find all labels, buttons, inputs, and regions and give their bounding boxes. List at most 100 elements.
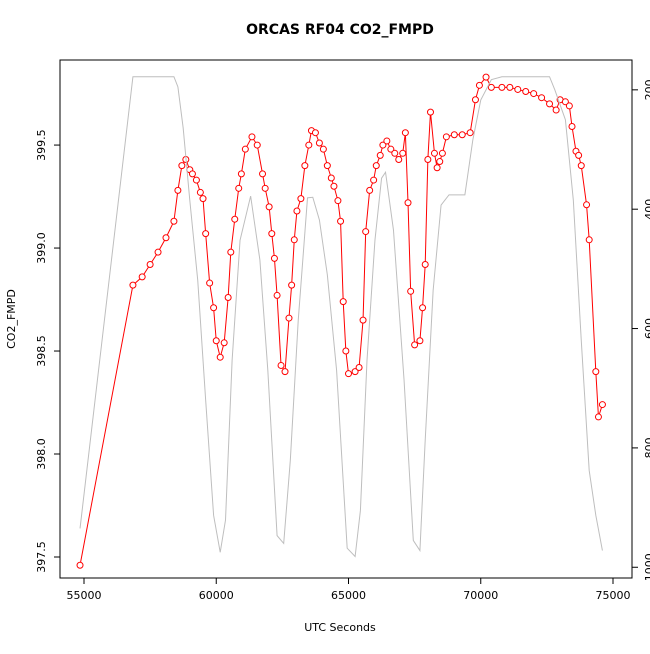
data-point [162, 234, 170, 242]
data-point [391, 149, 399, 157]
data-point [482, 73, 490, 81]
data-point [261, 184, 269, 192]
data-point [231, 215, 239, 223]
data-point [273, 291, 281, 299]
data-point [568, 123, 576, 131]
x-tick-label: 60000 [199, 589, 234, 602]
data-point [362, 228, 370, 236]
data-point [433, 164, 441, 172]
data-point [592, 368, 600, 376]
y2-tick-label: 800 [643, 437, 650, 458]
data-point [498, 83, 506, 91]
data-point [419, 304, 427, 312]
data-point [199, 195, 207, 203]
data-point [372, 162, 380, 170]
data-point [178, 162, 186, 170]
data-point [565, 102, 573, 110]
data-point [426, 108, 434, 116]
data-line [79, 76, 603, 566]
data-point [196, 188, 204, 196]
data-point [277, 361, 285, 369]
data-point [206, 279, 214, 287]
plot-frame [59, 59, 633, 579]
data-point [337, 217, 345, 225]
data-point [293, 207, 301, 215]
data-point [241, 145, 249, 153]
data-point [265, 203, 273, 211]
data-point [290, 236, 298, 244]
data-point [411, 341, 419, 349]
data-point [436, 158, 444, 166]
y-tick-label: 398.0 [35, 438, 48, 470]
data-point [170, 217, 178, 225]
x-tick-label: 70000 [463, 589, 498, 602]
y2-tick-label: 1000 [643, 553, 650, 581]
x-tick-label: 75000 [596, 589, 631, 602]
y2-tick-label: 600 [643, 318, 650, 339]
data-point [387, 145, 395, 153]
chart-title: ORCAS RF04 CO2_FMPD [246, 22, 434, 38]
data-point [270, 254, 278, 262]
data-point [305, 141, 313, 149]
data-point [575, 151, 583, 159]
data-point [438, 149, 446, 157]
data-point [585, 236, 593, 244]
data-point [342, 347, 350, 355]
data-point [237, 170, 245, 178]
data-point [76, 561, 84, 569]
data-point [401, 129, 409, 137]
data-point [583, 201, 591, 209]
data-point [370, 176, 378, 184]
data-point [399, 149, 407, 157]
secondary-line [79, 76, 603, 558]
y2-tick-label: 400 [643, 199, 650, 220]
data-point [344, 370, 352, 378]
y-tick-label: 398.5 [35, 335, 48, 367]
data-point [598, 401, 606, 409]
data-point [522, 88, 530, 96]
y-tick-label: 399.5 [35, 129, 48, 161]
data-point [395, 155, 403, 163]
data-point [319, 145, 327, 153]
data-point [416, 337, 424, 345]
x-axis-label: UTC Seconds [304, 621, 376, 634]
data-point [430, 149, 438, 157]
data-point [327, 174, 335, 182]
data-point [259, 170, 267, 178]
data-point [538, 94, 546, 102]
data-point [285, 314, 293, 322]
data-point [297, 195, 305, 203]
data-point [311, 129, 319, 137]
data-point [281, 368, 289, 376]
data-point [506, 83, 514, 91]
data-point [253, 141, 261, 149]
data-point [379, 141, 387, 149]
data-point [227, 248, 235, 256]
data-point [235, 184, 243, 192]
data-point [138, 273, 146, 281]
y2-tick-label: 200 [643, 79, 650, 100]
data-point [330, 182, 338, 190]
data-point [421, 261, 429, 269]
data-point [359, 316, 367, 324]
data-point [561, 98, 569, 106]
data-point [323, 162, 331, 170]
data-point [424, 155, 432, 163]
data-point [301, 162, 309, 170]
data-point [202, 230, 210, 238]
data-point [146, 261, 154, 269]
data-point [188, 170, 196, 178]
data-point [383, 137, 391, 145]
data-point [530, 90, 538, 98]
data-point [210, 304, 218, 312]
data-point [268, 230, 276, 238]
data-point [224, 293, 232, 301]
data-point [192, 176, 200, 184]
data-point [487, 83, 495, 91]
data-point [546, 100, 554, 108]
data-point [552, 106, 560, 114]
data-point [475, 81, 483, 89]
data-point [366, 186, 374, 194]
data-point [216, 353, 224, 361]
